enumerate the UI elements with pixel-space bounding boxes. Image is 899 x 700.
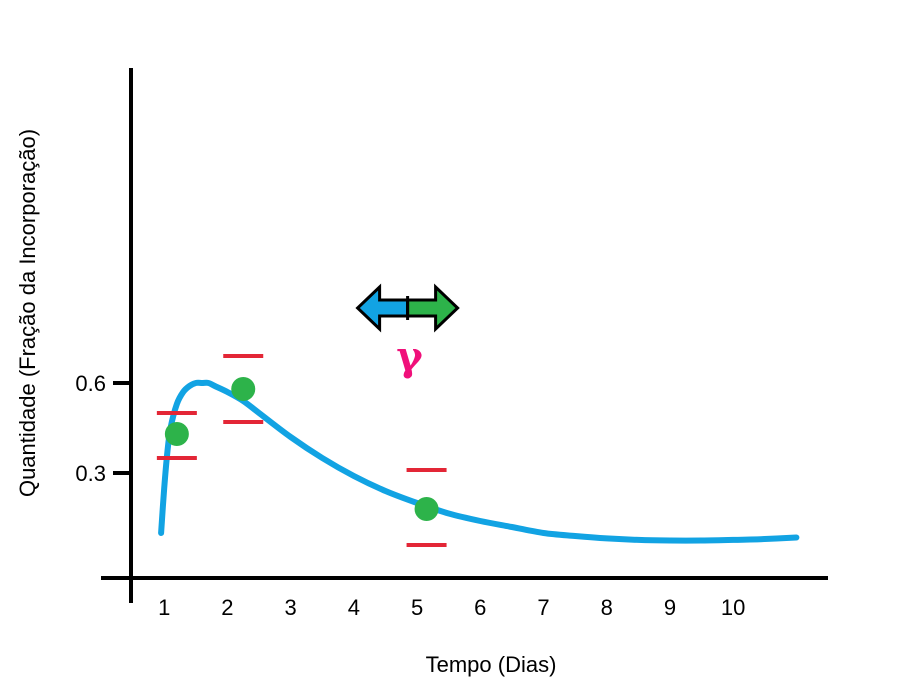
x-tick-label: 5 [411,595,423,620]
x-tick-label: 9 [664,595,676,620]
x-tick-labels: 1 2 3 4 5 6 7 8 9 10 [158,595,745,620]
fit-curve-layer [158,379,800,544]
right-arrow-icon [406,283,460,333]
error-bars [156,354,447,547]
x-tick-label: 7 [537,595,549,620]
y-ticks: 0.3 0.6 [75,371,131,486]
y-tick-label: 0.6 [75,371,106,396]
x-tick-label: 8 [601,595,613,620]
axes [101,68,828,603]
data-point [414,497,439,521]
x-tick-label: 10 [721,595,745,620]
y-axis-title: Quantidade (Fração da Incorporação) [15,129,40,497]
x-tick-label: 2 [221,595,233,620]
x-axis-title: Tempo (Dias) [426,652,557,677]
y-tick-label: 0.3 [75,461,106,486]
data-point [164,422,189,446]
gamma-annotation: γ [355,283,460,380]
gamma-symbol: γ [396,333,423,380]
x-tick-label: 4 [348,595,360,620]
fit-curve [158,379,800,544]
x-tick-label: 1 [158,595,170,620]
data-point [231,377,256,401]
left-arrow-icon [355,283,410,333]
data-points [164,377,439,521]
x-tick-label: 6 [474,595,486,620]
x-tick-label: 3 [285,595,297,620]
